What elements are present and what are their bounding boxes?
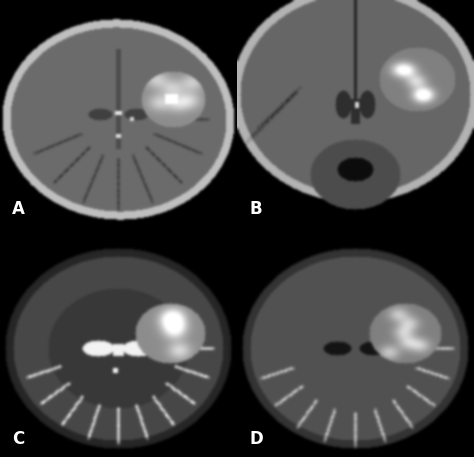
Text: C: C — [12, 430, 24, 448]
Text: D: D — [249, 430, 263, 448]
Text: B: B — [249, 201, 262, 218]
Text: A: A — [12, 201, 25, 218]
